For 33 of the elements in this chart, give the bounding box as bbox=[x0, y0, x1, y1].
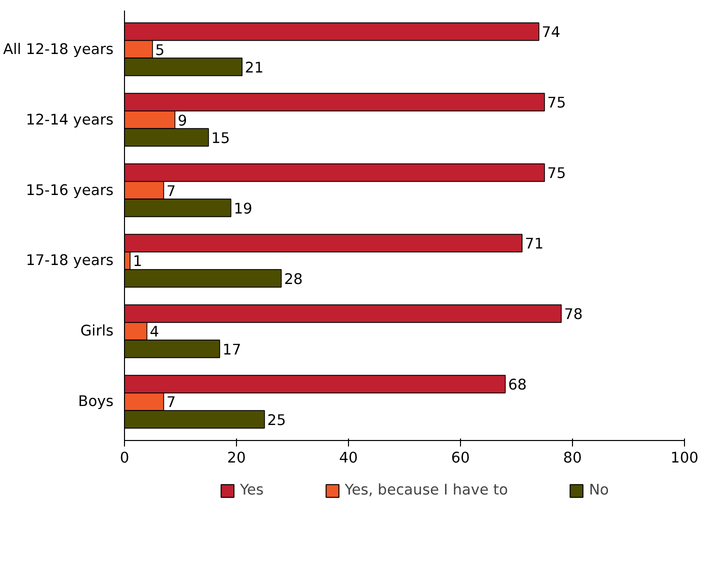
data-label: 17 bbox=[222, 341, 242, 358]
y-tick-label: 17-18 years bbox=[26, 252, 114, 270]
data-label: 15 bbox=[211, 130, 230, 147]
y-tick-label: Girls bbox=[80, 322, 114, 340]
data-label: 75 bbox=[547, 94, 566, 112]
data-label: 71 bbox=[524, 236, 544, 253]
data-label: 78 bbox=[564, 306, 583, 324]
data-label: 1 bbox=[132, 253, 142, 270]
data-label: 75 bbox=[547, 165, 566, 182]
data-label: 21 bbox=[244, 59, 264, 76]
y-tick-label: Boys bbox=[78, 393, 114, 410]
legend-label: Yes, because I have to bbox=[344, 482, 508, 498]
y-tick-label: All 12-18 years bbox=[3, 40, 114, 58]
data-label: 7 bbox=[166, 394, 176, 412]
data-label: 25 bbox=[267, 412, 286, 429]
y-tick-label: 15-16 years bbox=[26, 182, 114, 199]
legend-label: No bbox=[588, 482, 609, 498]
data-label: 28 bbox=[284, 270, 303, 288]
legend-label: Yes bbox=[240, 482, 264, 498]
x-tick-label: 40 bbox=[339, 450, 358, 466]
data-label: 9 bbox=[178, 112, 188, 130]
data-label: 19 bbox=[234, 200, 252, 218]
data-label: 4 bbox=[150, 324, 160, 341]
y-tick-label: 12-14 years bbox=[26, 111, 114, 128]
x-tick-label: 80 bbox=[563, 450, 582, 466]
data-label: 7 bbox=[166, 182, 176, 200]
data-label: 5 bbox=[155, 42, 165, 59]
x-tick-label: 100 bbox=[670, 450, 698, 466]
x-tick-label: 0 bbox=[120, 450, 130, 466]
x-tick-label: 20 bbox=[227, 450, 246, 466]
data-label: 74 bbox=[542, 24, 560, 42]
data-label: 68 bbox=[508, 376, 527, 394]
x-tick-label: 60 bbox=[451, 450, 470, 466]
